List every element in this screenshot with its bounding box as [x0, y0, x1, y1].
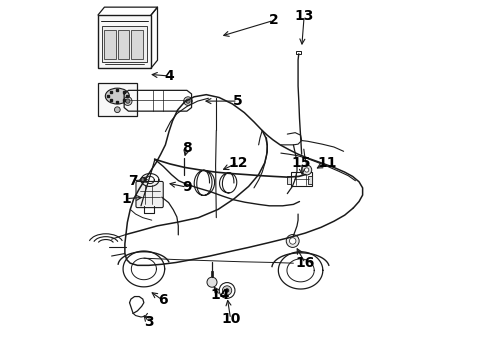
Text: 12: 12 [228, 156, 247, 170]
Bar [296, 51, 301, 54]
Bar [287, 176, 291, 184]
Bar [211, 271, 214, 278]
Circle shape [123, 97, 132, 105]
Text: 10: 10 [221, 312, 240, 326]
Circle shape [225, 289, 229, 292]
Circle shape [186, 99, 190, 103]
Bar [118, 31, 129, 59]
Bar [104, 31, 116, 59]
Bar [98, 15, 151, 68]
Circle shape [302, 165, 312, 175]
Text: 2: 2 [269, 13, 278, 27]
Text: 6: 6 [158, 293, 167, 307]
Circle shape [222, 286, 232, 295]
Text: 16: 16 [295, 256, 315, 270]
Circle shape [219, 283, 235, 298]
Ellipse shape [105, 88, 129, 104]
Bar [102, 26, 147, 62]
Bar [308, 176, 312, 184]
Text: 7: 7 [128, 174, 138, 188]
Bar [291, 172, 312, 186]
Text: 13: 13 [294, 9, 314, 23]
Circle shape [125, 99, 130, 103]
Text: 5: 5 [233, 94, 243, 108]
Text: 8: 8 [182, 141, 192, 156]
Text: 3: 3 [144, 315, 154, 329]
Text: 9: 9 [182, 180, 192, 194]
Text: 1: 1 [121, 192, 131, 206]
Text: 14: 14 [210, 288, 230, 302]
FancyBboxPatch shape [136, 181, 163, 208]
Bar [98, 83, 137, 116]
Circle shape [290, 238, 296, 244]
Circle shape [304, 168, 309, 172]
Text: 4: 4 [164, 69, 174, 83]
Circle shape [207, 277, 217, 287]
Bar [131, 31, 143, 59]
Text: 15: 15 [292, 156, 312, 170]
Circle shape [115, 107, 120, 113]
Circle shape [184, 97, 192, 105]
Circle shape [286, 234, 299, 247]
Text: 11: 11 [317, 156, 337, 170]
